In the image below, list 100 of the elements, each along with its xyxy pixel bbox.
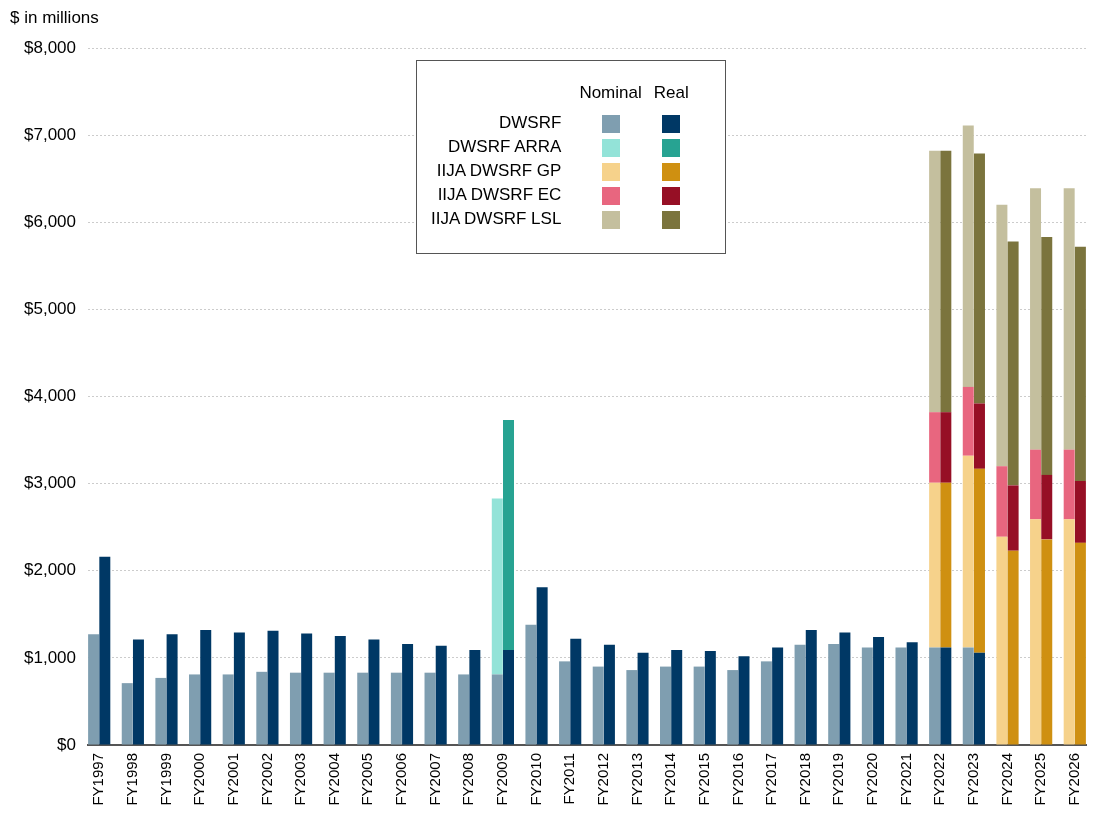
bar — [1041, 474, 1053, 540]
bar — [536, 587, 548, 745]
bar — [772, 647, 784, 745]
bar — [256, 671, 268, 745]
x-tick-label: FY1999 — [156, 753, 174, 806]
bar — [839, 632, 851, 745]
bar — [1041, 539, 1053, 745]
bar — [435, 645, 447, 745]
bar — [503, 650, 514, 745]
bar — [626, 670, 638, 745]
bar — [693, 666, 705, 745]
bar — [1030, 449, 1042, 520]
x-tick-label: FY2013 — [627, 753, 645, 806]
bar — [962, 386, 974, 456]
x-tick-label: FY2020 — [863, 753, 881, 806]
bar — [368, 639, 380, 745]
x-tick-label: FY1997 — [89, 753, 107, 806]
bar — [402, 643, 414, 745]
x-tick-label: FY2026 — [1064, 753, 1082, 806]
bar — [940, 482, 952, 648]
x-tick-label: FY2015 — [694, 753, 712, 806]
x-tick-label: FY2005 — [358, 753, 376, 806]
bar — [929, 482, 941, 648]
annotation: Nominal — [578, 83, 643, 104]
legend-label: IIJA DWSRF EC — [436, 184, 563, 206]
bar — [166, 634, 178, 745]
bar — [424, 672, 436, 745]
bar — [940, 412, 952, 483]
x-tick-label: FY2018 — [795, 753, 813, 806]
legend-label: IIJA DWSRF GP — [435, 160, 563, 182]
bar — [200, 630, 212, 745]
bar — [390, 672, 402, 745]
bar — [491, 498, 503, 675]
y-tick-label: $1,000 — [24, 647, 76, 667]
y-tick-label: $3,000 — [24, 473, 76, 493]
x-tick-label: FY2024 — [997, 753, 1015, 806]
bar — [1030, 188, 1042, 450]
y-tick-label: $8,000 — [24, 37, 76, 57]
x-tick-label: FY2004 — [324, 753, 342, 806]
bar — [267, 630, 279, 745]
bar — [1063, 519, 1075, 745]
y-tick-label: $4,000 — [24, 386, 76, 406]
bar — [1063, 188, 1075, 450]
bar — [121, 683, 133, 745]
x-tick-label: FY2010 — [526, 753, 544, 806]
bar — [1007, 550, 1019, 745]
bar — [1007, 485, 1019, 551]
x-tick-label: FY2007 — [425, 753, 443, 806]
annotation: Real — [652, 83, 690, 104]
bar — [973, 153, 985, 404]
bar — [155, 677, 167, 745]
bar — [99, 556, 111, 745]
x-tick-label: FY2016 — [728, 753, 746, 806]
legend-label: IIJA DWSRF LSL — [431, 208, 563, 230]
bar — [738, 656, 750, 745]
x-tick-label: FY2000 — [190, 753, 208, 806]
x-tick-label: FY2021 — [896, 753, 914, 806]
bar — [1063, 449, 1075, 520]
y-tick-label: $5,000 — [24, 299, 76, 319]
bar — [929, 412, 941, 483]
bar — [1074, 481, 1086, 543]
y-tick-label: $2,000 — [24, 560, 76, 580]
bar — [1030, 519, 1042, 745]
legend-label: DWSRF ARRA — [447, 136, 563, 158]
bar — [570, 638, 582, 745]
x-tick-label: FY2001 — [223, 753, 241, 806]
legend-label: DWSRF — [498, 112, 563, 134]
x-tick-label: FY2011 — [560, 753, 578, 805]
x-tick-label: FY2012 — [593, 753, 611, 806]
bar — [962, 647, 974, 745]
bar — [525, 624, 537, 745]
bar — [1074, 542, 1086, 745]
bar — [1074, 246, 1086, 482]
bar — [357, 672, 369, 745]
y-tick-label: $7,000 — [24, 124, 76, 144]
bar — [996, 466, 1008, 537]
x-tick-label: FY2017 — [762, 753, 780, 806]
bar — [301, 633, 313, 745]
x-tick-label: FY2025 — [1031, 753, 1049, 806]
bar — [873, 636, 885, 745]
y-axis-title: $ in millions — [10, 8, 99, 28]
y-tick-label: $6,000 — [24, 211, 76, 231]
bar — [973, 403, 985, 469]
bar — [88, 634, 100, 745]
bar — [727, 670, 739, 745]
bar — [132, 639, 144, 745]
bar — [973, 652, 985, 745]
bar — [469, 650, 481, 745]
bar — [996, 204, 1008, 467]
bar — [940, 647, 952, 745]
x-tick-label: FY2003 — [291, 753, 309, 806]
bar — [962, 125, 974, 387]
bar — [906, 642, 918, 745]
bar — [704, 650, 716, 745]
x-tick-label: FY2006 — [392, 753, 410, 806]
bar — [828, 643, 840, 745]
bar — [491, 674, 503, 745]
x-tick-label: FY2019 — [829, 753, 847, 806]
x-tick-label: FY2008 — [459, 753, 477, 806]
bar — [592, 666, 604, 745]
